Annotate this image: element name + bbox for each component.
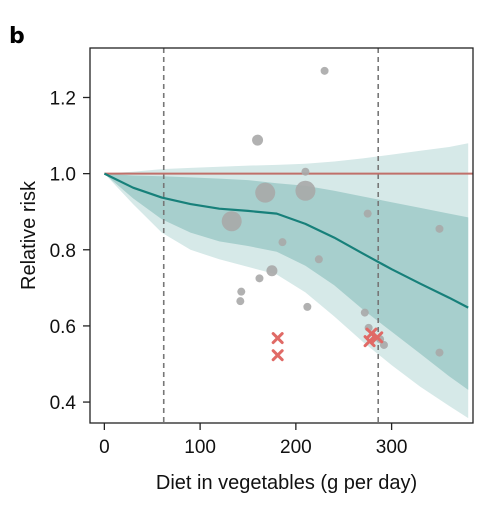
study-point — [363, 209, 372, 218]
study-point — [221, 211, 242, 232]
study-point — [255, 274, 264, 283]
x-tick-label: 200 — [280, 437, 312, 458]
outlier-marker — [371, 331, 384, 344]
reference-lines — [104, 48, 473, 423]
x-tick-label: 300 — [376, 437, 408, 458]
study-point — [435, 224, 444, 233]
study-point — [360, 308, 369, 317]
x-axis-label: Diet in vegetables (g per day) — [156, 472, 417, 494]
outlier-marker — [271, 349, 284, 362]
confidence-bands — [104, 143, 469, 419]
outlier-marker — [363, 335, 376, 348]
x-tick-label: 0 — [99, 437, 110, 458]
study-point — [278, 238, 287, 247]
y-tick-label: 0.4 — [50, 393, 77, 414]
y-axis: 0.4 0.6 0.8 1.0 1.2 — [50, 88, 90, 414]
study-point — [252, 134, 264, 146]
panel-label: b — [9, 24, 25, 49]
study-point — [435, 348, 444, 357]
study-point — [314, 255, 323, 264]
outlier-points — [271, 327, 384, 362]
y-tick-label: 0.6 — [50, 317, 76, 338]
study-point — [236, 297, 245, 306]
y-tick-label: 1.2 — [50, 88, 76, 109]
study-point — [320, 66, 329, 75]
study-point — [266, 265, 278, 277]
outlier-marker — [271, 332, 284, 345]
inner-confidence-band — [104, 173, 469, 390]
study-point — [303, 302, 312, 311]
plot-frame — [89, 47, 474, 424]
study-point — [295, 180, 316, 201]
study-point — [237, 287, 246, 296]
x-tick-label: 100 — [184, 437, 216, 458]
x-axis: 0 100 200 300 — [99, 423, 407, 458]
y-tick-label: 0.8 — [50, 241, 76, 262]
data-points — [221, 66, 444, 357]
y-tick-label: 1.0 — [50, 165, 76, 186]
y-axis-label: Relative risk — [18, 180, 40, 290]
curve-layer — [103, 172, 469, 309]
study-point — [255, 182, 276, 203]
study-point — [301, 167, 310, 176]
dose-response-curve — [103, 172, 469, 309]
